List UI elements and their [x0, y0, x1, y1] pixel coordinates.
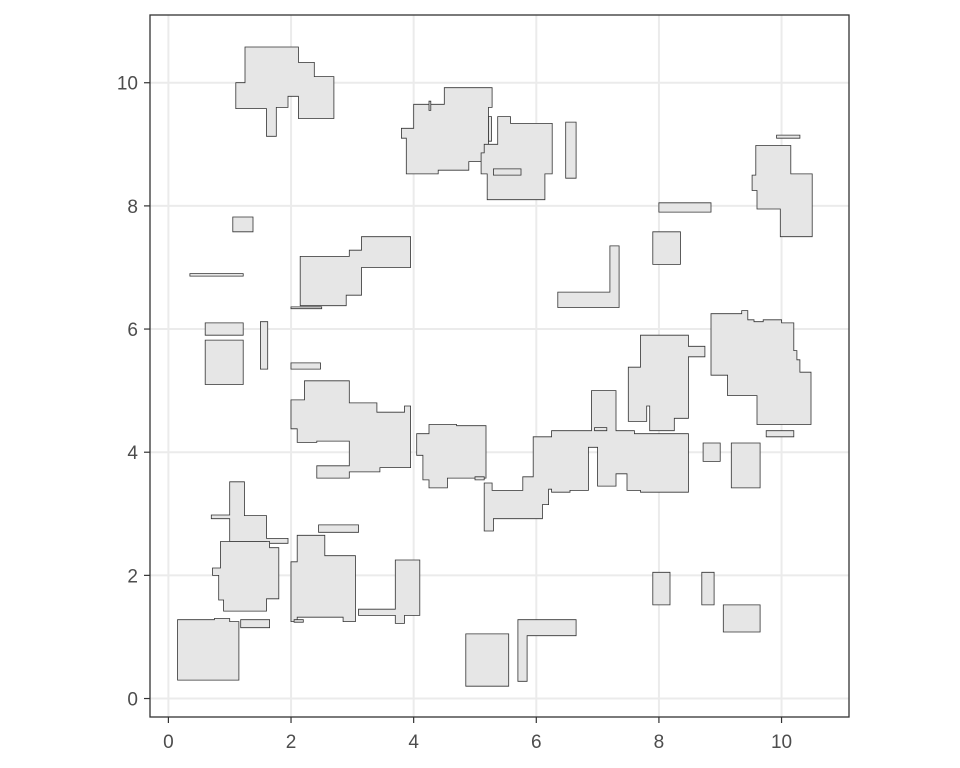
x-tick-label: 4 [408, 732, 419, 753]
building-b12 [189, 273, 244, 277]
building-b19 [290, 380, 412, 479]
y-tick-label: 6 [127, 320, 138, 341]
building-b06 [751, 145, 813, 238]
building-b14 [557, 245, 620, 308]
building-b25 [702, 442, 721, 462]
building-b05 [488, 116, 492, 142]
y-axis: 0 2 4 6 8 10 [117, 74, 150, 711]
building-b29 [290, 534, 356, 622]
building-b22 [627, 334, 706, 432]
building-b26 [730, 442, 761, 489]
building-b18 [290, 362, 321, 370]
building-b21 [483, 390, 689, 532]
x-tick-label: 0 [163, 732, 174, 753]
x-axis: 0 2 4 6 8 10 [163, 717, 792, 753]
building-b13 [290, 306, 323, 310]
building-b33 [240, 619, 271, 629]
x-tick-label: 10 [771, 732, 792, 753]
building-b20 [416, 424, 487, 489]
building-b41 [594, 427, 608, 432]
building-b09 [652, 231, 681, 265]
x-tick-label: 6 [531, 732, 542, 753]
building-b01 [235, 46, 335, 137]
building-b37 [652, 571, 671, 606]
y-tick-label: 10 [117, 74, 138, 95]
x-tick-label: 8 [654, 732, 665, 753]
building-b30 [318, 524, 359, 533]
y-tick-label: 4 [127, 443, 138, 464]
x-tick-label: 2 [286, 732, 297, 753]
building-b31 [358, 559, 421, 624]
building-b36 [517, 619, 577, 682]
y-tick-label: 0 [127, 690, 138, 711]
y-tick-label: 8 [127, 197, 138, 218]
building-b38 [701, 571, 715, 606]
building-b24 [765, 430, 795, 438]
building-b11 [299, 236, 412, 307]
building-footprints [177, 46, 813, 687]
building-b28 [212, 541, 280, 612]
building-b32 [177, 618, 240, 681]
building-b39 [722, 604, 761, 633]
building-b17 [259, 321, 269, 370]
panel-border [149, 14, 850, 718]
building-b15 [204, 322, 244, 336]
building-b43 [492, 168, 522, 176]
building-b23 [710, 310, 812, 425]
building-b42 [474, 476, 485, 481]
building-b07 [776, 134, 801, 139]
building-b40 [428, 100, 432, 111]
building-b03 [480, 116, 553, 201]
building-b34 [293, 619, 304, 623]
building-b04 [565, 121, 577, 179]
building-b10 [232, 216, 254, 233]
building-b16 [204, 339, 244, 385]
building-b08 [658, 202, 712, 213]
building-b35 [465, 633, 510, 687]
y-tick-label: 2 [127, 566, 138, 587]
